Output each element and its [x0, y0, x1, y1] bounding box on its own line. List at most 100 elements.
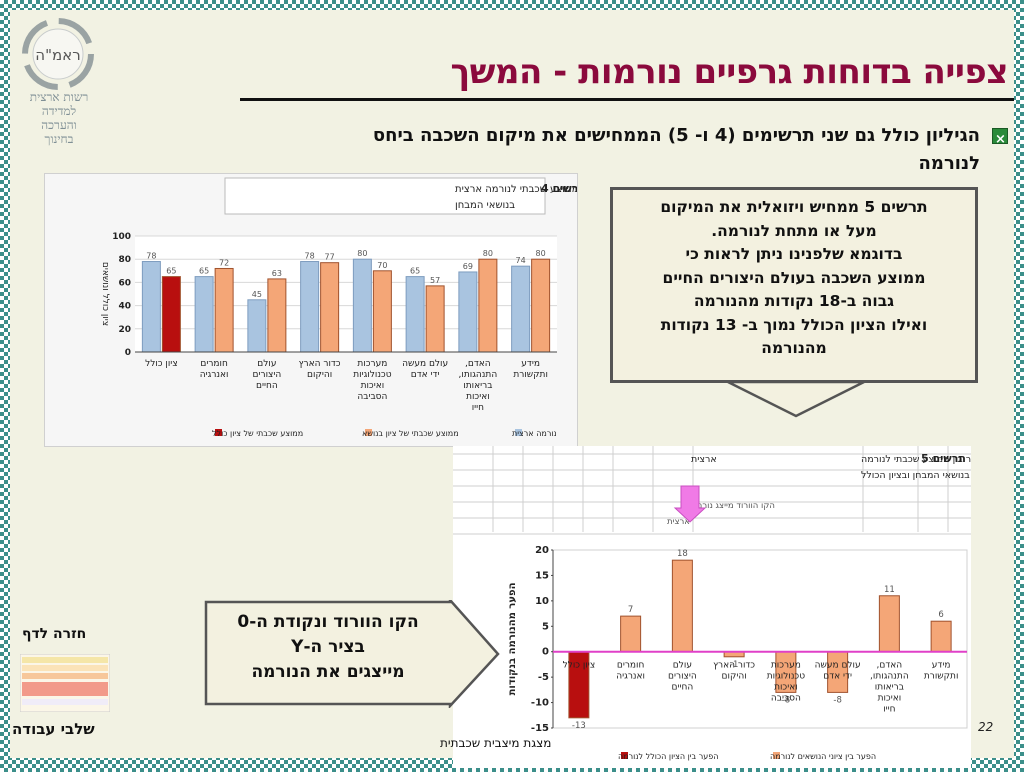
chart5-x-tick: עולם	[673, 661, 692, 671]
chart5-x-tick: מערכות	[771, 661, 801, 671]
chart5-y-tick: 15	[535, 570, 549, 581]
excel-bullet-icon	[992, 126, 1008, 154]
chart4-label-avg: 77	[325, 253, 335, 262]
chart5-x-tick: והיקום	[722, 672, 747, 682]
chart4-frame: תרשים 4השוואה בין ממוצע שכבתי לנורמה ארצ…	[44, 173, 628, 447]
chart4-label-norm: 69	[463, 262, 473, 271]
work-steps-link[interactable]: שלבי עבודה	[12, 720, 95, 738]
chart4-x-tick: האדם,	[465, 359, 491, 369]
chart5-y-tick: -15	[531, 723, 549, 734]
chart5-note-line1: הקו הוורוד מייצג נורמה	[691, 501, 775, 511]
chart4-legend-swatch	[365, 429, 372, 436]
chart4-bar-avg	[214, 267, 234, 353]
chart4-x-tick: טכנולוגיות	[353, 370, 391, 380]
chart4-legend-swatch	[515, 429, 522, 436]
chart5: תרשים 5הפער בין ממוצע שכבתי לנורמה ארצית ב…	[453, 446, 989, 761]
chart5-data-label: 18	[677, 549, 688, 559]
norm-callout-line1: הקו הוורוד ונקודת ה-0	[237, 612, 419, 632]
chart4-x-tick: והיקום	[307, 370, 332, 380]
chart4-label-norm: 65	[410, 267, 420, 276]
chart4-y-tick: 40	[118, 302, 131, 312]
chart4-bar-avg	[478, 258, 498, 353]
chart5-title: הפער בין ממוצע שכבתי לנורמה	[861, 454, 971, 465]
norm-callout: הקו הוורוד ונקודת ה-0 בציר ה-Y מייצגים א…	[204, 600, 500, 708]
chart4-label-avg: 63	[272, 269, 282, 278]
chart4-x-tick: ואיכות	[466, 392, 490, 402]
logo-subtitle: רשות ארצית למדידה והערכה בחינוך	[29, 90, 89, 146]
chart5-y-tick: -10	[531, 698, 549, 709]
chart4-y-tick: 0	[125, 348, 131, 358]
chart4-x-tick: עולם מעשה	[402, 359, 448, 369]
chart5-bar	[671, 559, 693, 653]
steps-thumbnail[interactable]	[20, 654, 110, 712]
chart5-y-tick: -5	[538, 672, 549, 683]
chart5-title-tail: ארצית	[691, 454, 717, 465]
chart4-x-tick: כדור הארץ	[299, 359, 341, 369]
chart5-plot-area	[552, 549, 968, 729]
chart4-label-avg: 72	[219, 258, 229, 267]
chart5-x-tick: הסביבה	[771, 694, 801, 704]
chart5-y-tick: 5	[542, 621, 549, 632]
chart4-bar-avg	[425, 285, 445, 353]
chart4-bar-avg	[372, 270, 392, 353]
chart5-bar	[930, 620, 952, 653]
chart4-label-avg: 80	[536, 249, 546, 258]
chart5-frame: תרשים 5הפער בין ממוצע שכבתי לנורמה ארצית ב…	[453, 446, 989, 768]
page-title: צפייה בדוחות גרפיים נורמות - המשך	[450, 52, 1008, 92]
chart5-y-label: הפער מהנורמה בנקודות	[507, 583, 518, 696]
chart4-bar-norm	[247, 299, 267, 353]
chart4: תרשים 4השוואה בין ממוצע שכבתי לנורמה ארצ…	[100, 177, 628, 438]
chart4-title-line2: בנושאי המבחן	[455, 200, 515, 211]
chart5-x-tick: ידי אדם	[823, 672, 852, 682]
chart4-legend-label: נורמה ארצית	[512, 429, 557, 438]
chart5-x-tick: חייו	[883, 705, 895, 715]
chart5-y-tick: 0	[542, 647, 549, 658]
chart5-title-label: תרשים 5	[921, 452, 966, 465]
chart4-label-norm: 65	[199, 267, 209, 276]
chart4-label-avg: 80	[483, 249, 493, 258]
chart4-x-tick: ואיכות	[361, 381, 385, 391]
chart4-bar-avg	[267, 278, 287, 353]
footer-text: מצגת מיצבית שכבתית	[440, 736, 552, 750]
chart4-x-tick: מערכות	[357, 359, 387, 369]
chart4-bar-norm	[511, 265, 531, 353]
back-link[interactable]: חזרה לדף	[22, 626, 87, 642]
chart5-x-tick: התנהגותו,	[870, 672, 909, 682]
chart4-x-tick: ציון כולל	[145, 359, 178, 369]
chart4-x-tick: ותקשורת	[513, 370, 548, 380]
chart5-data-label: 7	[628, 605, 633, 615]
norm-callout-line3: מייצגים את הנורמה	[251, 662, 405, 682]
chart4-bar-norm	[405, 276, 425, 353]
chart5-legend-swatch	[773, 752, 780, 759]
chart5-legend-label: הפער בין ציוני הנושאים לנורמה	[770, 752, 876, 761]
chart5-x-tick: מידע	[932, 661, 951, 671]
chart5-legend-swatch	[621, 752, 628, 759]
chart4-label-norm: 78	[305, 252, 315, 261]
chart5-x-tick: טכנולוגיות	[767, 672, 805, 682]
chart4-bar-norm	[141, 261, 161, 353]
chart4-x-tick: מידע	[521, 359, 540, 369]
chart5-data-label: 11	[884, 585, 895, 595]
chart5-x-tick: האדם,	[877, 661, 903, 671]
chart4-y-tick: 100	[112, 232, 131, 242]
chart5-x-tick: כדור הארץ	[713, 661, 755, 671]
chart4-y-tick: 20	[118, 325, 131, 335]
chart5-x-tick: החיים	[671, 683, 693, 693]
chart5-x-tick: עולם מעשה	[815, 661, 861, 671]
chart5-y-tick: 20	[535, 545, 549, 556]
chart4-bar-avg	[531, 258, 551, 353]
chart5-x-tick: היצורים	[668, 672, 697, 682]
bullet-text: הגיליון כולל גם שני תרשימים (4 ו- 5) הממ…	[340, 122, 1008, 178]
chart5-bar	[620, 615, 642, 653]
chart4-x-tick: הסביבה	[357, 392, 387, 402]
chart5-data-label: -8	[833, 695, 841, 705]
chart4-x-tick: התנהגותו,	[459, 370, 498, 380]
right-arrow-shape	[204, 600, 500, 708]
chart4-legend-swatch	[215, 429, 222, 436]
rama-logo: ראמ"ה	[22, 18, 94, 90]
chart4-y-label: ציון כולל ונושאים	[100, 262, 110, 326]
chart4-y-tick: 60	[118, 278, 131, 288]
chart4-label-norm: 78	[146, 252, 156, 261]
chart4-x-tick: חומרים	[200, 359, 228, 369]
chart5-data-label: -8	[782, 695, 790, 705]
